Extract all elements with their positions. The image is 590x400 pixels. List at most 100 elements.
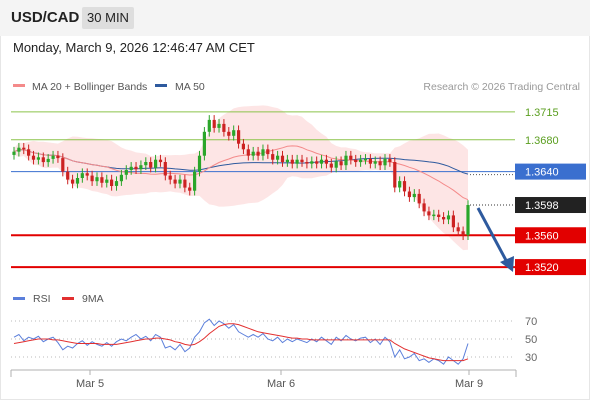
level-label-1.3560: 1.3560 xyxy=(525,230,559,242)
candle-body xyxy=(66,171,70,180)
current-price-tag xyxy=(515,197,586,214)
candle-body xyxy=(388,158,392,163)
candle-body xyxy=(168,175,172,180)
candle-body xyxy=(149,162,153,168)
ma20-legend-label: MA 20 + Bollinger Bands xyxy=(32,81,147,93)
candle-body xyxy=(432,214,436,217)
credit-text: Research © 2026 Trading Central xyxy=(423,81,580,93)
level-label-1.3640: 1.3640 xyxy=(525,167,559,179)
candle-body xyxy=(344,155,348,166)
candle-body xyxy=(188,187,192,191)
candle-body xyxy=(363,158,368,161)
candle-body xyxy=(17,147,21,152)
level-tag-1.3520 xyxy=(515,259,586,276)
candle-body xyxy=(237,130,241,144)
candle-body xyxy=(134,166,138,170)
candle-body xyxy=(319,159,324,164)
candle-body xyxy=(85,173,89,176)
candle-body xyxy=(339,161,343,166)
level-label-1.3680: 1.3680 xyxy=(525,135,559,147)
candle-body xyxy=(41,157,45,163)
rsi-legend-swatch xyxy=(13,297,25,300)
candle-body xyxy=(276,155,280,160)
candle-body xyxy=(61,158,65,172)
candle-body xyxy=(446,215,451,220)
candle-body xyxy=(212,119,216,128)
x-tick-label: Mar 9 xyxy=(455,378,483,390)
candle-body xyxy=(227,131,231,136)
candle-body xyxy=(378,161,382,166)
candle-body xyxy=(193,171,197,191)
candle-body xyxy=(398,181,402,188)
candle-body xyxy=(56,155,60,159)
candle-body xyxy=(456,227,460,232)
forecast-arrow xyxy=(476,207,514,272)
candle-body xyxy=(197,155,202,172)
candle-body xyxy=(393,162,397,188)
candle-body xyxy=(71,179,75,184)
rsi-tick-30: 30 xyxy=(525,352,537,364)
candle-body xyxy=(437,214,441,217)
candle-body xyxy=(222,123,226,132)
candle-body xyxy=(241,143,245,150)
candle-body xyxy=(46,158,50,163)
candle-body xyxy=(232,130,236,136)
candle-body xyxy=(119,174,123,182)
candle-body xyxy=(402,181,407,192)
candle-body xyxy=(31,155,36,160)
candle-body xyxy=(251,151,255,156)
rsi-ma-legend-swatch xyxy=(62,297,74,300)
candle-body xyxy=(315,161,319,164)
rsi-legend-label: RSI xyxy=(33,293,51,305)
candle-body xyxy=(451,215,455,228)
candle-body xyxy=(300,159,304,163)
timeframe-button[interactable]: 30 MIN xyxy=(82,7,134,29)
candle-body xyxy=(80,173,84,178)
candle-body xyxy=(310,161,314,164)
candle-body xyxy=(27,149,31,156)
ma20-line xyxy=(13,145,469,201)
candle-body xyxy=(422,203,426,212)
candle-body xyxy=(173,179,177,184)
candle-body xyxy=(461,231,465,236)
candle-body xyxy=(158,159,163,163)
candle-body xyxy=(295,159,299,164)
candle-body xyxy=(124,170,128,175)
candle-body xyxy=(246,149,250,156)
candle-body xyxy=(12,151,16,155)
candle-body xyxy=(285,159,289,163)
candle-body xyxy=(114,181,119,186)
rsi-tick-70: 70 xyxy=(525,316,537,328)
candle-body xyxy=(417,193,421,204)
candle-body xyxy=(129,166,133,170)
candle-body xyxy=(256,151,260,156)
candle-body xyxy=(280,155,285,163)
candle-body xyxy=(22,147,26,150)
candle-body xyxy=(202,131,206,156)
candle-body xyxy=(110,179,114,186)
candle-body xyxy=(271,154,275,160)
candle-body xyxy=(290,159,294,164)
candle-body xyxy=(329,163,333,168)
candle-body xyxy=(154,159,158,168)
candle-body xyxy=(412,193,416,198)
x-tick-label: Mar 5 xyxy=(76,378,104,390)
symbol-label: USD/CAD xyxy=(11,9,80,26)
candle-body xyxy=(407,191,411,198)
candle-body xyxy=(354,159,358,163)
candle-body xyxy=(442,217,446,220)
candle-body xyxy=(261,149,265,156)
ma50-legend-label: MA 50 xyxy=(175,81,205,93)
level-tag-1.3560 xyxy=(515,227,586,244)
rsi-ma-legend-label: 9MA xyxy=(82,293,104,305)
x-tick-label: Mar 6 xyxy=(267,378,295,390)
level-tag-1.3640 xyxy=(515,163,586,180)
candle-body xyxy=(466,205,470,236)
candle-body xyxy=(51,155,55,159)
ma20-legend-swatch xyxy=(13,84,25,87)
rsi-ma-line xyxy=(13,323,469,362)
level-label-1.3715: 1.3715 xyxy=(525,107,559,119)
candle-body xyxy=(139,165,143,170)
candle-body xyxy=(373,161,377,164)
timestamp: Monday, March 9, 2026 12:46:47 AM CET xyxy=(13,40,255,55)
